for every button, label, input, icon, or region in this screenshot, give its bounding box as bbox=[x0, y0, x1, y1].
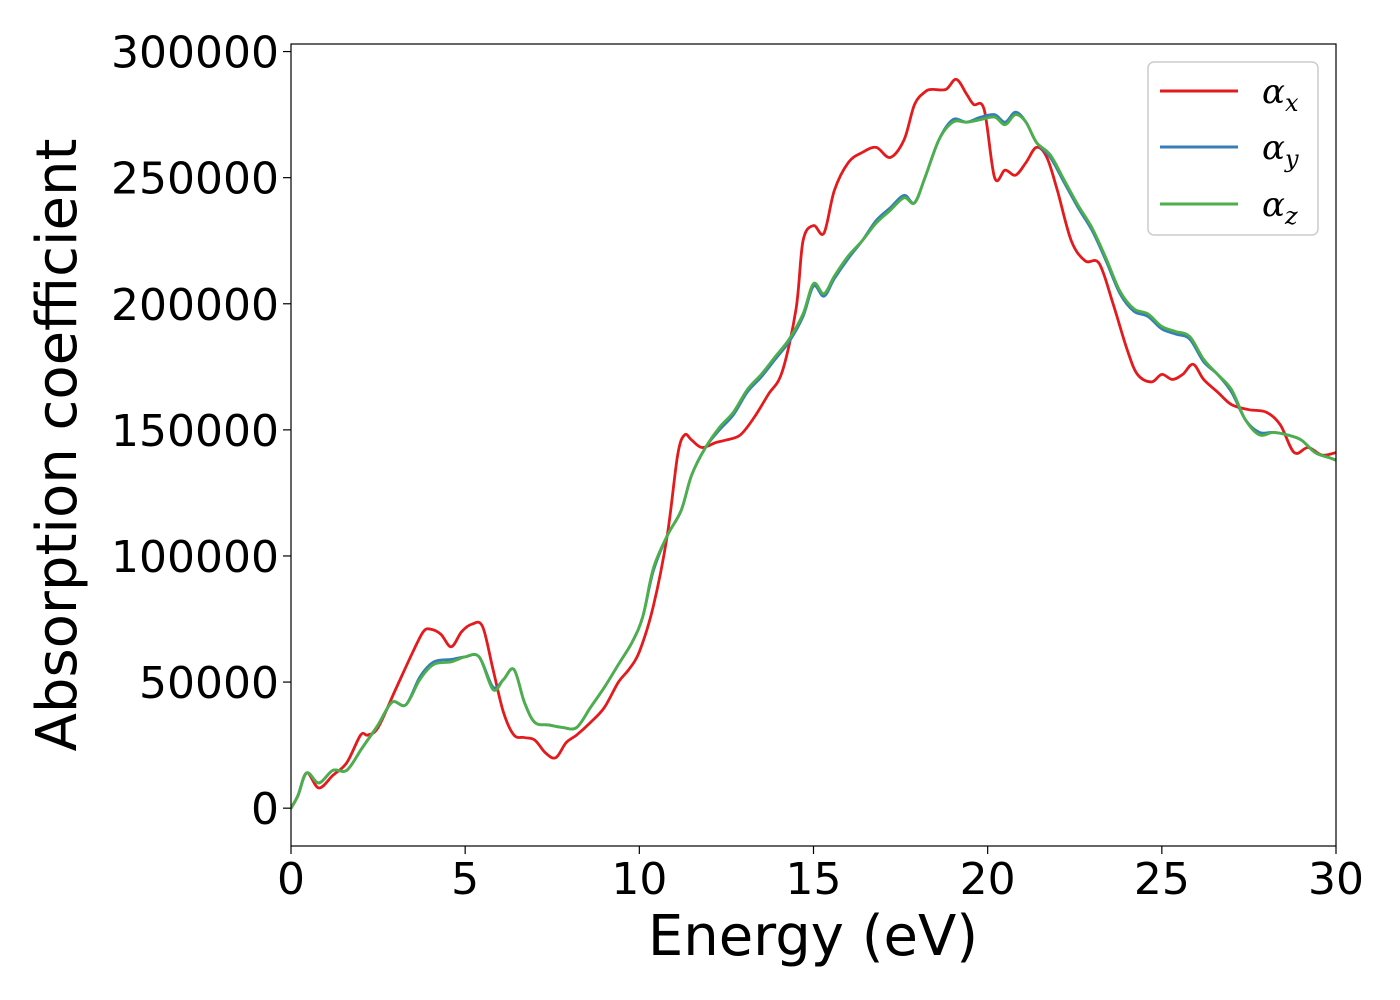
x-tick-label: 10 bbox=[611, 854, 667, 905]
y-tick-label: 50000 bbox=[139, 658, 279, 709]
y-axis-ticks: 0 50000 100000 150000 200000 250000 300000 bbox=[111, 28, 291, 835]
y-tick-label: 250000 bbox=[111, 154, 279, 205]
plot-frame bbox=[290, 43, 1337, 847]
y-axis-title: Absorption coefficient bbox=[25, 139, 90, 752]
y-tick-label: 150000 bbox=[111, 406, 279, 457]
legend-label-x: αx bbox=[1262, 72, 1299, 117]
x-tick-label: 20 bbox=[960, 854, 1016, 905]
legend: αx αy αz bbox=[1147, 61, 1319, 236]
series-line-z bbox=[291, 113, 1336, 810]
x-axis-title: Energy (eV) bbox=[648, 904, 978, 969]
x-tick-label: 5 bbox=[451, 854, 479, 905]
y-tick-label: 300000 bbox=[111, 28, 279, 79]
series-line-x bbox=[291, 77, 1336, 810]
legend-label-z: αz bbox=[1262, 185, 1298, 230]
y-tick-label: 100000 bbox=[111, 532, 279, 583]
x-axis-ticks: 0 5 10 15 20 25 30 bbox=[277, 846, 1364, 905]
x-tick-label: 15 bbox=[786, 854, 842, 905]
x-tick-label: 25 bbox=[1134, 854, 1190, 905]
x-tick-label: 30 bbox=[1308, 854, 1364, 905]
y-tick-label: 0 bbox=[251, 784, 279, 835]
y-tick-label: 200000 bbox=[111, 280, 279, 331]
x-tick-label: 0 bbox=[277, 854, 305, 905]
legend-label-y: αy bbox=[1262, 128, 1299, 173]
series-layer bbox=[291, 77, 1336, 810]
